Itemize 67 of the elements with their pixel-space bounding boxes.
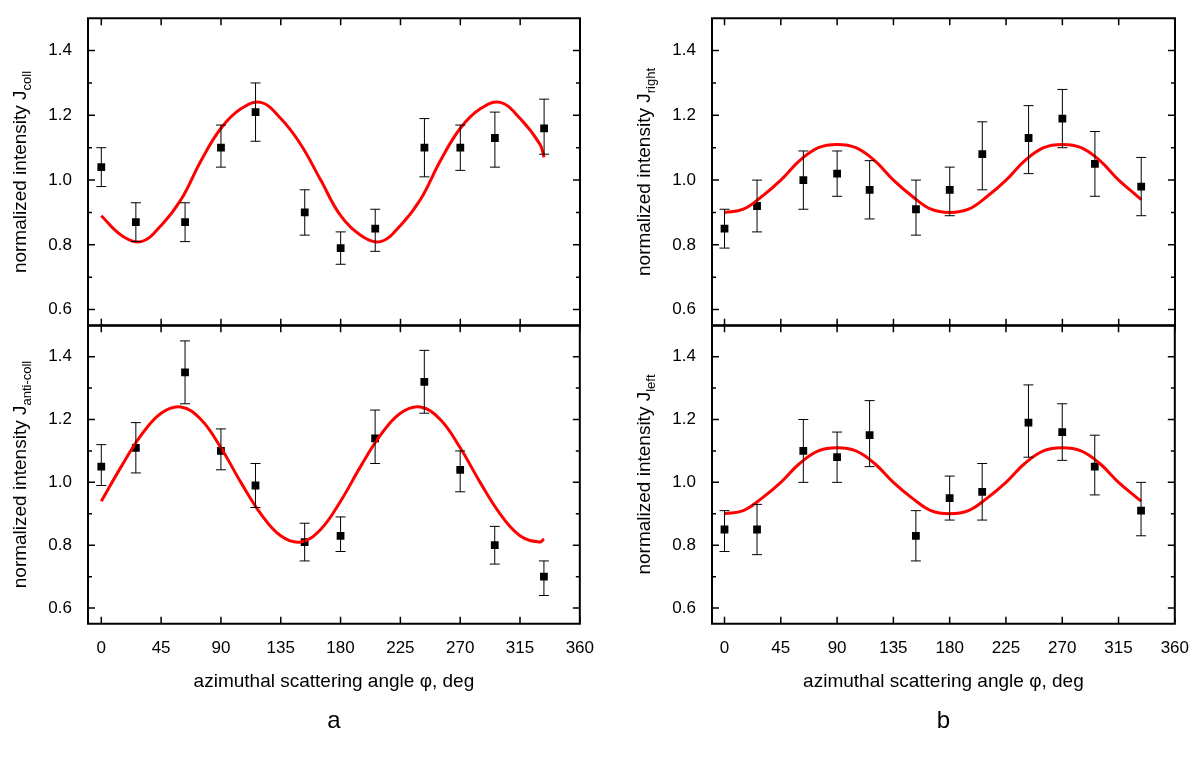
x-tick-label: 45 [151,637,171,657]
y-tick-label: 1.2 [672,105,696,125]
y-tick-label: 0.8 [672,534,696,554]
y-tick-label: 0.6 [672,597,696,617]
y-axis-title: normalized intensity Jleft [633,374,658,575]
point [97,462,106,471]
x-tick-label: 90 [827,637,847,657]
x-tick-label: 270 [1048,637,1077,657]
point [371,224,380,233]
y-tick-label: 0.6 [48,597,72,617]
y-axis-title: normalized intensity Jcoll [9,70,34,274]
y-tick-label: 0.6 [672,299,696,319]
x-tick-label: 135 [266,637,295,657]
line-series [99,405,546,544]
point [336,244,345,252]
x-tick-label: 0 [96,637,107,657]
y-tick-label: 1.0 [48,169,72,189]
point [456,143,465,152]
point [945,185,954,194]
line-series [99,100,546,244]
point [978,487,987,496]
y-tick-label: 0.8 [48,534,72,554]
text: b [936,705,951,733]
y-axis-title: normalized intensity Janti-coll [9,360,34,589]
x-tick-label: 315 [1104,637,1133,657]
x-tick-label: 225 [386,637,415,657]
y-tick-label: 0.8 [672,234,696,254]
point [456,465,465,474]
x-tick-label: 360 [1160,637,1190,657]
point [945,494,954,502]
point [978,150,987,159]
line-series [723,446,1143,516]
point [799,176,808,184]
point [490,541,499,550]
x-axis-title: azimuthal scattering angle φ, deg [803,669,1084,691]
x-tick-label: 45 [771,637,791,657]
x-tick-label: 135 [879,637,908,657]
x-tick-label: 360 [565,637,595,657]
point [1058,428,1067,436]
y-axis-title: normalized intensity Jright [633,67,658,276]
point [1090,462,1099,471]
x-axis-title: azimuthal scattering angle φ, deg [193,669,475,691]
point [865,185,874,194]
x-tick-label: 0 [719,637,730,657]
x-tick-label: 225 [991,637,1021,657]
y-tick-label: 0.6 [48,299,72,319]
y-tick-label: 1.4 [672,40,696,60]
y-tick-label: 1.0 [672,472,696,492]
y-tick-label: 1.4 [672,346,696,366]
x-tick-label: 180 [326,637,355,657]
x-tick-label: 180 [935,637,964,657]
x-tick-label: 315 [505,637,535,657]
y-tick-label: 0.8 [48,234,72,254]
y-tick-label: 1.0 [672,169,696,189]
point [97,163,106,172]
y-tick-label: 1.0 [48,472,72,492]
y-tick-label: 1.4 [48,346,72,366]
y-tick-label: 1.2 [48,409,72,429]
point [799,447,808,455]
text: a [327,705,342,733]
y-tick-label: 1.4 [48,40,72,60]
y-tick-label: 1.2 [48,105,72,125]
x-tick-label: 270 [446,637,475,657]
x-tick-label: 90 [211,637,231,657]
point [420,377,429,386]
y-tick-label: 1.2 [672,409,696,429]
line-series [723,142,1143,214]
